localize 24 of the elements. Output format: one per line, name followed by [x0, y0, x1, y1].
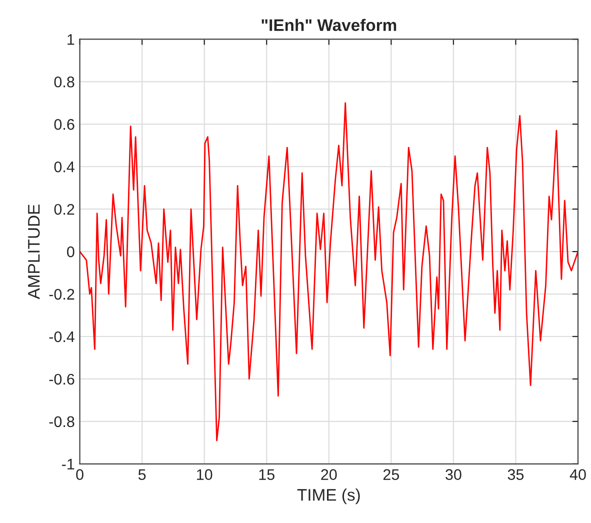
- x-axis-title: TIME (s): [297, 488, 360, 504]
- x-tick-label: 15: [259, 469, 274, 480]
- y-tick-label: 0.6: [54, 119, 74, 130]
- y-tick-label: -0.2: [49, 288, 74, 300]
- y-tick-label: 0.2: [54, 204, 74, 215]
- x-tick-label: 30: [446, 469, 462, 480]
- x-tick-label: 20: [321, 469, 337, 480]
- chart-title: "IEnh" Waveform: [262, 18, 396, 32]
- line-series: [80, 102, 578, 442]
- y-tick-label: -0.6: [49, 374, 74, 385]
- x-tick-label: 40: [570, 469, 586, 480]
- y-tick-label: -1: [62, 458, 74, 470]
- x-tick-label: 35: [508, 469, 524, 480]
- y-tick-label: 1: [68, 34, 74, 45]
- x-tick-label: 10: [197, 469, 212, 480]
- y-axis-title: AMPLITUDE: [28, 204, 40, 300]
- y-tick-label: -0.4: [49, 331, 74, 342]
- y-tick-label: 0.4: [54, 161, 74, 172]
- x-tick-label: 25: [383, 469, 400, 480]
- x-tick-label: 0: [76, 469, 84, 480]
- y-tick-label: 0: [67, 246, 74, 258]
- x-tick-label: 5: [138, 469, 146, 480]
- y-tick-label: -0.8: [49, 416, 74, 428]
- y-tick-label: 0.8: [54, 76, 74, 88]
